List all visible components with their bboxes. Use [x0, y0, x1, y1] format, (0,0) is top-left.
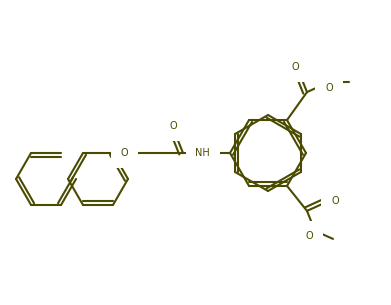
Text: O: O [169, 121, 177, 131]
Text: O: O [291, 62, 299, 72]
Text: O: O [331, 196, 339, 206]
Text: O: O [305, 231, 313, 241]
Text: O: O [120, 148, 128, 158]
Text: O: O [325, 83, 333, 93]
Text: NH: NH [195, 148, 210, 158]
